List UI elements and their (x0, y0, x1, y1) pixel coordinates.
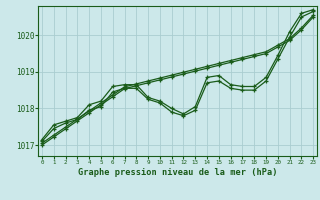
X-axis label: Graphe pression niveau de la mer (hPa): Graphe pression niveau de la mer (hPa) (78, 168, 277, 177)
